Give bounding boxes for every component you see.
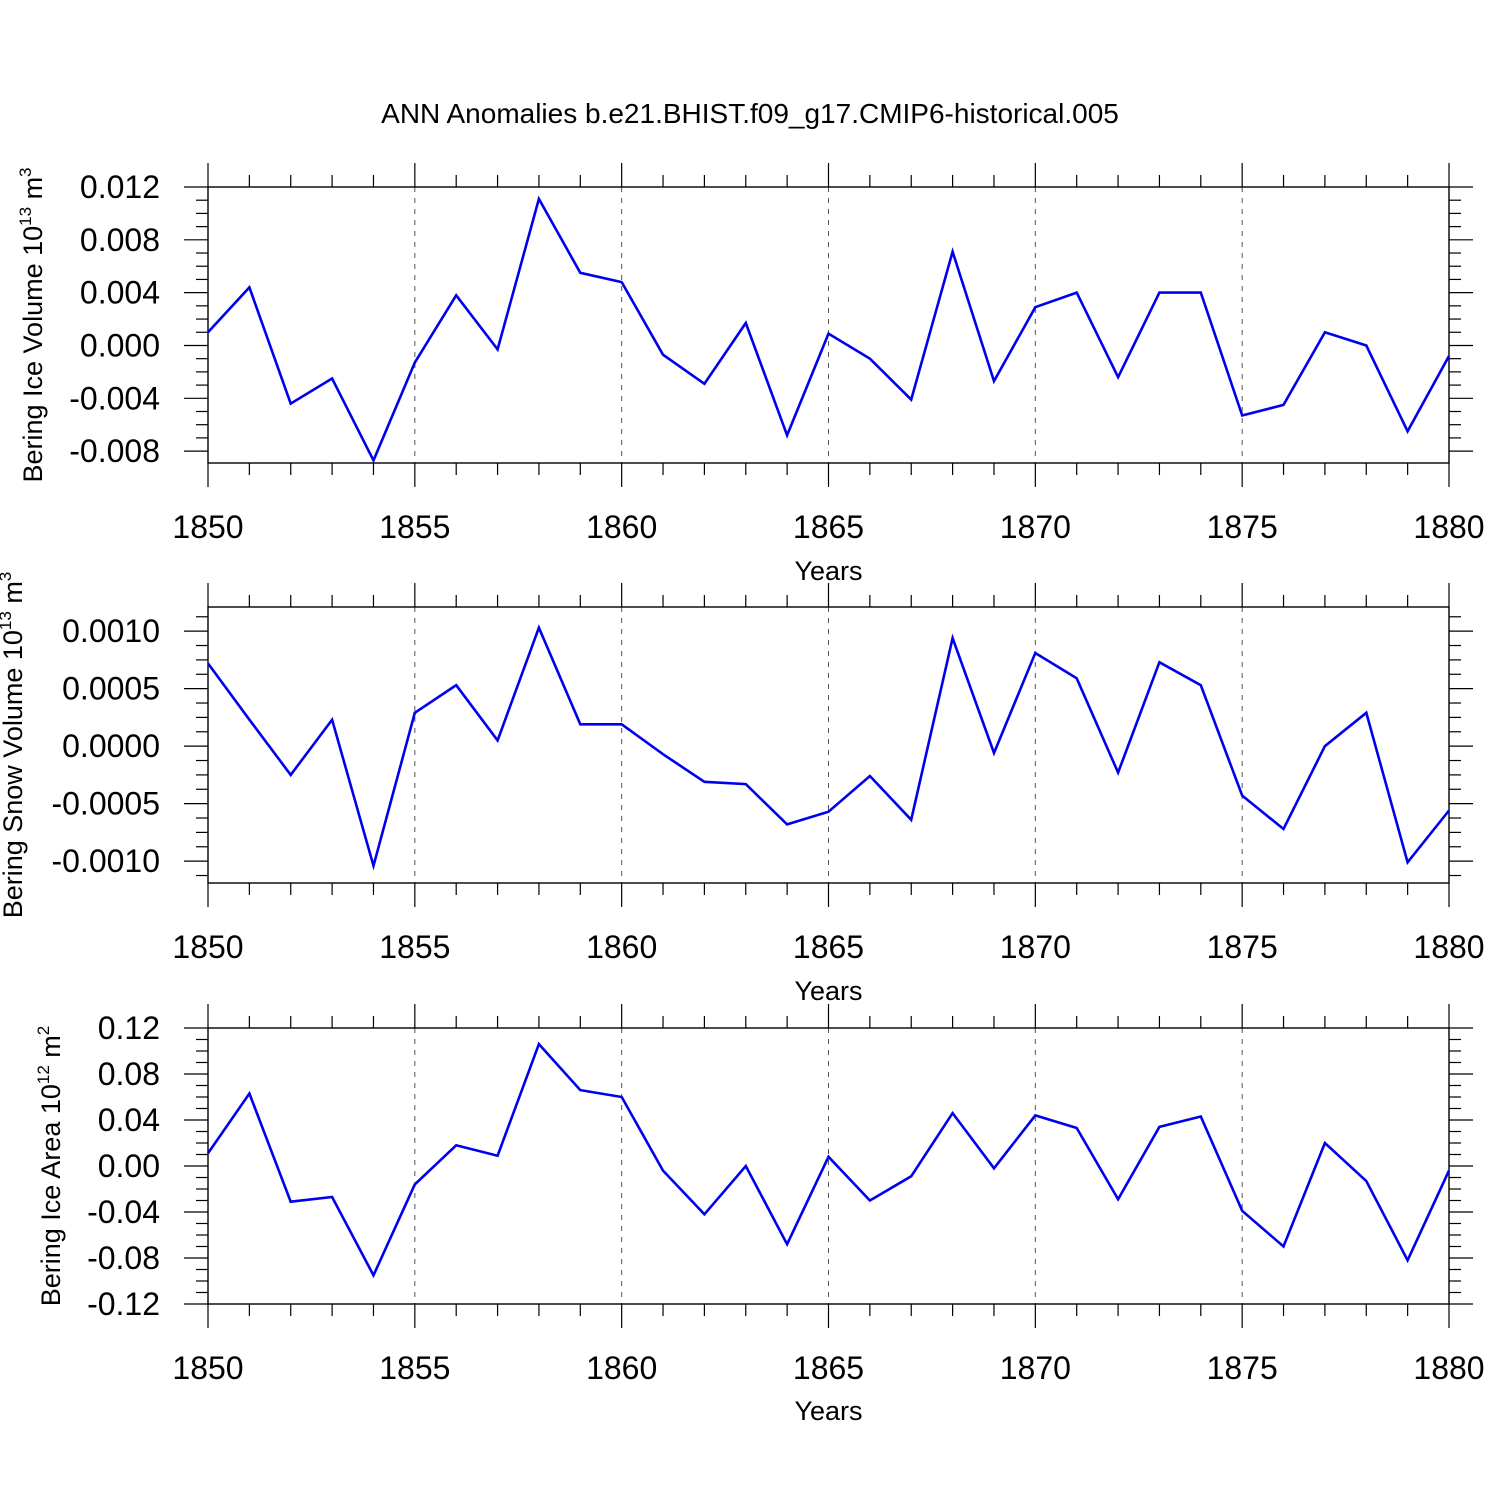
x-tick-label: 1860: [586, 1350, 657, 1386]
y-tick-label: 0.004: [80, 275, 160, 311]
x-tick-label: 1875: [1207, 1350, 1278, 1386]
y-tick-label: -0.08: [87, 1240, 160, 1276]
x-axis-title: Years: [794, 556, 862, 586]
x-tick-label: 1865: [793, 929, 864, 965]
y-tick-label: -0.004: [69, 380, 160, 416]
figure-title: ANN Anomalies b.e21.BHIST.f09_g17.CMIP6-…: [381, 98, 1119, 129]
x-tick-label: 1855: [379, 929, 450, 965]
x-tick-label: 1855: [379, 1350, 450, 1386]
panel-bering-snow-volume: 1850 1855 1860 1865 1870 1875 1880 0.0010 0.0005…: [0, 572, 1485, 1006]
y-axis-title-unit-exponent: 2: [34, 1026, 53, 1035]
x-tick-label: 1870: [1000, 929, 1071, 965]
y-axis-title-unit: m: [0, 581, 28, 611]
y-tick-label: -0.04: [87, 1194, 160, 1230]
x-tick-label: 1865: [793, 1350, 864, 1386]
y-axis-title-exponent: 13: [0, 611, 15, 630]
x-tick-label: 1865: [793, 509, 864, 545]
y-axis-title-main: Bering Ice Volume 10: [18, 226, 48, 483]
y-axis-title-exponent: 12: [34, 1065, 53, 1084]
x-tick-label: 1875: [1207, 929, 1278, 965]
x-tick-label: 1880: [1413, 1350, 1484, 1386]
y-tick-label: 0.0010: [62, 613, 160, 649]
y-axis-title-exponent: 13: [16, 207, 35, 226]
y-axis-title-unit-exponent: 3: [0, 572, 15, 581]
x-tick-label: 1880: [1413, 929, 1484, 965]
series-line-bering-ice-volume: [207, 195, 1451, 464]
y-tick-label: 0.000: [80, 327, 160, 363]
y-tick-label: 0.0005: [62, 671, 160, 707]
y-tick-label: -0.0005: [51, 786, 160, 822]
y-tick-label: -0.12: [87, 1286, 160, 1322]
x-tick-label: 1855: [379, 509, 450, 545]
y-tick-label: 0.04: [98, 1102, 160, 1138]
x-tick-label: 1850: [172, 929, 243, 965]
y-tick-label: 0.0000: [62, 728, 160, 764]
panel-bering-ice-area: 1850 1855 1860 1865 1870 1875 1880 0.12 0.08 0.04…: [34, 1004, 1485, 1426]
x-axis-title: Years: [794, 1396, 862, 1426]
panel-bering-ice-volume: 1850 1855 1860 1865 1870 1875 1880 0.012 0.008 0.…: [16, 163, 1485, 586]
x-tick-label: 1850: [172, 509, 243, 545]
x-tick-label: 1860: [586, 929, 657, 965]
y-tick-label: 0.12: [98, 1010, 160, 1046]
y-axis-title-unit-exponent: 3: [16, 167, 35, 176]
x-tick-label: 1870: [1000, 509, 1071, 545]
y-axis-title: Bering Ice Volume 1013 m3: [16, 167, 48, 482]
y-tick-label: 0.008: [80, 222, 160, 258]
y-axis-title-unit: m: [36, 1035, 66, 1065]
series-line-bering-ice-area: [206, 1041, 1451, 1279]
series-line-bering-snow-volume: [206, 624, 1451, 871]
x-tick-label: 1850: [172, 1350, 243, 1386]
y-axis-title-main: Bering Snow Volume 10: [0, 630, 28, 918]
y-tick-label: 0.00: [98, 1148, 160, 1184]
y-tick-label: -0.0010: [51, 843, 160, 879]
y-tick-label: 0.012: [80, 169, 160, 205]
x-tick-label: 1870: [1000, 1350, 1071, 1386]
y-tick-label: 0.08: [98, 1056, 160, 1092]
y-axis-title-main: Bering Ice Area 10: [36, 1084, 66, 1306]
y-axis-title: Bering Snow Volume 1013 m3: [0, 572, 28, 919]
x-tick-label: 1875: [1207, 509, 1278, 545]
y-tick-label: -0.008: [69, 433, 160, 469]
x-tick-label: 1880: [1413, 509, 1484, 545]
y-axis-title: Bering Ice Area 1012 m2: [34, 1026, 66, 1307]
y-axis-title-unit: m: [18, 177, 48, 207]
x-tick-label: 1860: [586, 509, 657, 545]
x-axis-title: Years: [794, 976, 862, 1006]
